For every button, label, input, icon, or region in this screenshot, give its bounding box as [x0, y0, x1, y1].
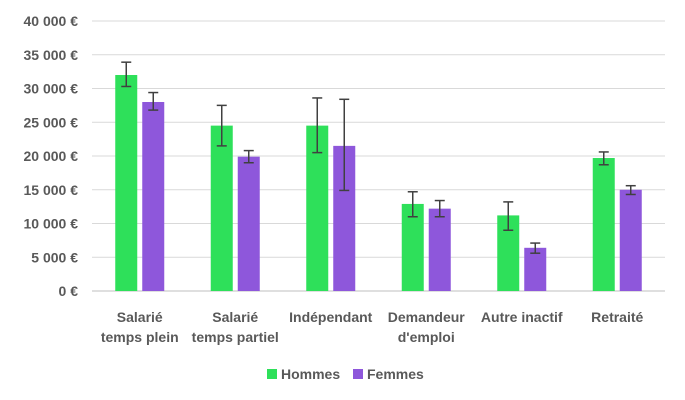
y-tick-label: 15 000 € — [24, 182, 79, 198]
x-tick-label-line: d'emploi — [398, 329, 455, 345]
bar-hommes — [306, 125, 329, 291]
y-tick-label: 20 000 € — [24, 148, 79, 164]
x-tick-label: Demandeur d'emploi — [388, 309, 466, 345]
bar-femmes — [142, 102, 165, 291]
bar-femmes — [428, 208, 451, 291]
x-tick-label-line: temps partiel — [192, 329, 279, 345]
bar-hommes — [497, 215, 520, 291]
bar-hommes — [401, 203, 424, 291]
x-tick-label-line: Demandeur — [388, 309, 466, 325]
x-tick-label-line: Retraité — [591, 309, 643, 325]
y-tick-label: 35 000 € — [24, 47, 79, 63]
x-tick-label: Salarié temps partiel — [192, 309, 279, 345]
x-tick-label-line: Autre inactif — [481, 309, 563, 325]
x-tick-label-line: Indépendant — [289, 309, 373, 325]
x-tick-label: Autre inactif — [481, 309, 563, 325]
y-tick-label: 10 000 € — [24, 216, 79, 232]
bar-femmes — [237, 156, 260, 291]
x-tick-label: Retraité — [591, 309, 643, 325]
y-tick-label: 25 000 € — [24, 114, 79, 130]
y-tick-label: 0 € — [59, 283, 79, 299]
bar-femmes — [524, 247, 547, 291]
y-tick-label: 5 000 € — [31, 249, 78, 265]
bar-femmes — [333, 145, 356, 291]
x-tick-label: Indépendant — [289, 309, 373, 325]
legend-label-femmes: Femmes — [367, 366, 424, 382]
x-tick-label-line: Salarié — [212, 309, 258, 325]
x-tick-label-line: temps plein — [101, 329, 179, 345]
y-tick-label: 30 000 € — [24, 81, 79, 97]
legend-label-hommes: Hommes — [281, 366, 340, 382]
y-tick-label: 40 000 € — [24, 13, 79, 29]
legend-swatch-hommes — [267, 369, 277, 379]
bar-hommes — [210, 125, 233, 291]
bar-hommes — [115, 75, 138, 291]
legend-swatch-femmes — [353, 369, 363, 379]
x-tick-label-line: Salarié — [117, 309, 163, 325]
bar-hommes — [592, 158, 615, 291]
x-tick-label: Salarié temps plein — [101, 309, 179, 345]
bar-femmes — [619, 189, 642, 291]
